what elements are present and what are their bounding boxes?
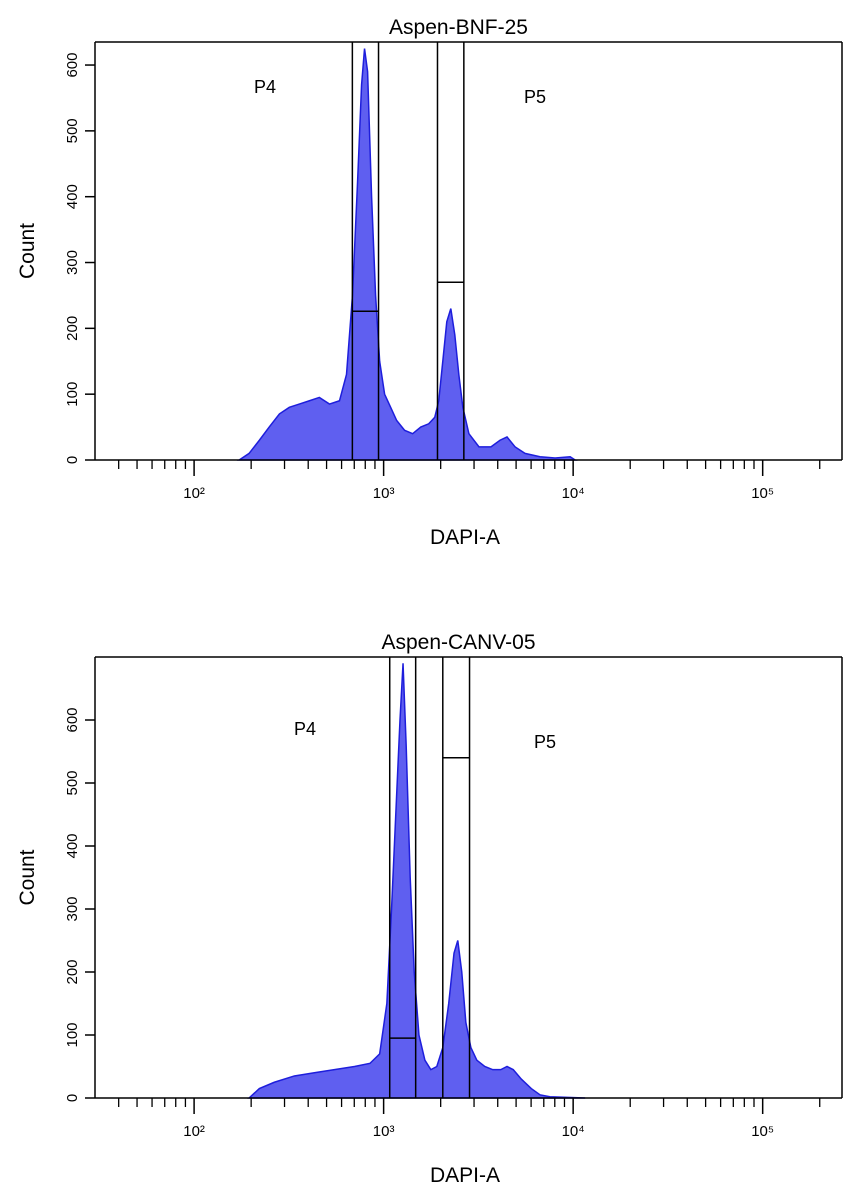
y-tick-label: 400	[64, 833, 81, 858]
x-tick-label: 10⁵	[751, 1123, 774, 1140]
histogram-area	[247, 663, 586, 1099]
gate-label: P4	[254, 77, 276, 97]
y-tick-label: 500	[64, 118, 81, 143]
x-axis-label: DAPI-A	[430, 1164, 500, 1187]
y-tick-label: 600	[64, 53, 81, 78]
chart-title: Aspen-CANV-05	[381, 631, 535, 654]
y-tick-label: 300	[64, 896, 81, 921]
y-tick-label: 100	[64, 382, 81, 407]
gate-label: P5	[524, 87, 546, 107]
y-tick-label: 600	[64, 707, 81, 732]
y-tick-label: 400	[64, 184, 81, 209]
y-tick-label: 100	[64, 1022, 81, 1047]
histogram-area	[236, 48, 578, 461]
y-tick-label: 300	[64, 250, 81, 275]
x-tick-label: 10⁴	[562, 485, 585, 502]
x-tick-label: 10³	[373, 1123, 395, 1140]
x-axis-label: DAPI-A	[430, 526, 500, 549]
y-tick-label: 200	[64, 316, 81, 341]
x-tick-label: 10⁴	[562, 1123, 585, 1140]
y-tick-label: 500	[64, 770, 81, 795]
x-tick-label: 10⁵	[751, 485, 774, 502]
chart-title: Aspen-BNF-25	[389, 16, 528, 39]
y-tick-label: 200	[64, 959, 81, 984]
y-axis-label: Count	[16, 223, 39, 279]
gate-label: P4	[294, 719, 316, 739]
gate-label: P5	[534, 732, 556, 752]
y-tick-label: 0	[64, 456, 81, 464]
x-tick-label: 10²	[183, 485, 205, 502]
y-tick-label: 0	[64, 1094, 81, 1102]
x-tick-label: 10²	[183, 1123, 205, 1140]
y-axis-label: Count	[16, 849, 39, 905]
x-tick-label: 10³	[373, 485, 395, 502]
